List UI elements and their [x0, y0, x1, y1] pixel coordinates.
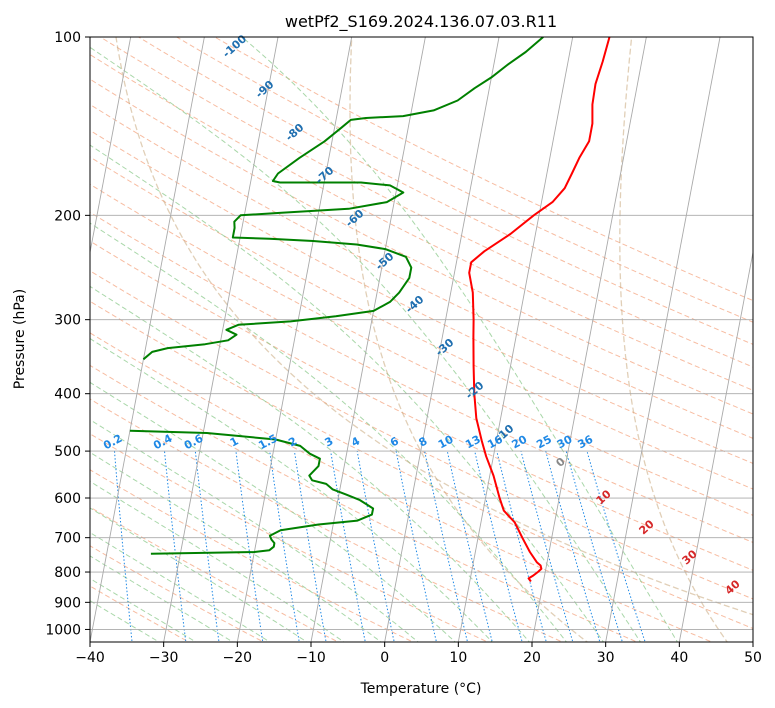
gridlines [90, 37, 753, 642]
dry-adiabat-line [90, 183, 753, 516]
x-tick-label: 10 [449, 650, 467, 666]
isotherm-line [678, 249, 753, 642]
dry-adiabat-line [90, 240, 753, 571]
x-tick-label: 20 [523, 650, 541, 666]
plot-frame [89, 36, 754, 643]
x-axis-label: Temperature (°C) [360, 681, 482, 697]
x-tick-label: 50 [744, 650, 762, 666]
dry-adiabat-line [90, 270, 753, 600]
isotherm-line [310, 37, 426, 642]
isotherm-line [90, 37, 205, 642]
y-tick-label: 900 [54, 595, 81, 611]
dewpoint-line [142, 37, 544, 361]
x-tick-label: −10 [296, 650, 326, 666]
mixing-ratio-line [446, 450, 493, 642]
mixing-ratio-line [586, 450, 646, 642]
y-tick-label: 200 [54, 208, 81, 224]
x-tick-label: 0 [380, 650, 389, 666]
mixing-ratio-line [496, 450, 547, 642]
y-tick-label: 600 [54, 491, 81, 507]
mixing-ratio-line [330, 451, 366, 642]
mixing-ratio-label: 10 [436, 433, 456, 452]
moist-adiabat-line [90, 451, 382, 642]
y-tick-label: 100 [54, 30, 81, 46]
mixing-ratio-line [474, 450, 523, 642]
mixing-ratio-line [565, 450, 623, 642]
moist-adiabat-line [90, 222, 568, 642]
mixing-ratio-line [356, 451, 395, 642]
isotherm-line [163, 37, 279, 642]
isotherm-line [384, 37, 500, 642]
x-tick-label: 40 [670, 650, 688, 666]
y-tick-label: 300 [54, 313, 81, 329]
mixing-ratio-line [293, 451, 327, 642]
chart-title: wetPf2_S169.2024.136.07.03.R11 [285, 12, 557, 32]
mixing-ratio-label: 20 [510, 433, 530, 452]
isotherm-line [457, 37, 574, 642]
isotherm-line [531, 37, 647, 642]
dry-adiabat-line [90, 53, 753, 391]
mixing-ratio-label: 36 [576, 433, 596, 452]
mixing-ratio-label: 16 [485, 433, 505, 452]
x-tick-label: −40 [75, 650, 105, 666]
mixing-ratio-line [424, 450, 469, 642]
profile-series [129, 37, 611, 583]
dry-adiabat-line [90, 398, 564, 642]
y-tick-label: 800 [54, 565, 81, 581]
mixing-ratio-line [235, 451, 264, 642]
dewpoint-line [129, 429, 375, 555]
mixing-ratio-label: 25 [534, 433, 554, 452]
moist-adiabat-line [90, 381, 456, 642]
mixing-ratio-line [269, 451, 300, 642]
dry-adiabat-line [90, 129, 753, 464]
isotherm-line [605, 37, 721, 642]
x-tick-label: −20 [223, 650, 253, 666]
dry-adiabat-line [99, 37, 753, 368]
mixing-ratio-line [545, 450, 601, 642]
isotherm-line [90, 37, 132, 255]
x-tick-label: −30 [149, 650, 179, 666]
mixing-ratio-label: 30 [555, 433, 575, 452]
dry-adiabat-line [90, 156, 753, 490]
y-axis-label: Pressure (hPa) [12, 289, 28, 389]
mixing-ratio-line [395, 451, 437, 642]
mixing-ratio-line [520, 450, 574, 642]
y-tick-label: 700 [54, 531, 81, 547]
axis-ticks: −40 −30 −20 −10 0 10 20 30 40 50 100 200 300 400 500 60… [45, 30, 762, 666]
y-tick-label: 500 [54, 444, 81, 460]
x-tick-label: 30 [597, 650, 615, 666]
dry-adiabat-line [90, 103, 753, 439]
dry-adiabat-line [90, 78, 753, 415]
mixing-ratio-label: 13 [463, 433, 483, 452]
y-tick-label: 400 [54, 387, 81, 403]
temperature-line [468, 37, 611, 583]
y-tick-label: 1000 [45, 622, 81, 638]
isotherm-line [236, 37, 353, 642]
